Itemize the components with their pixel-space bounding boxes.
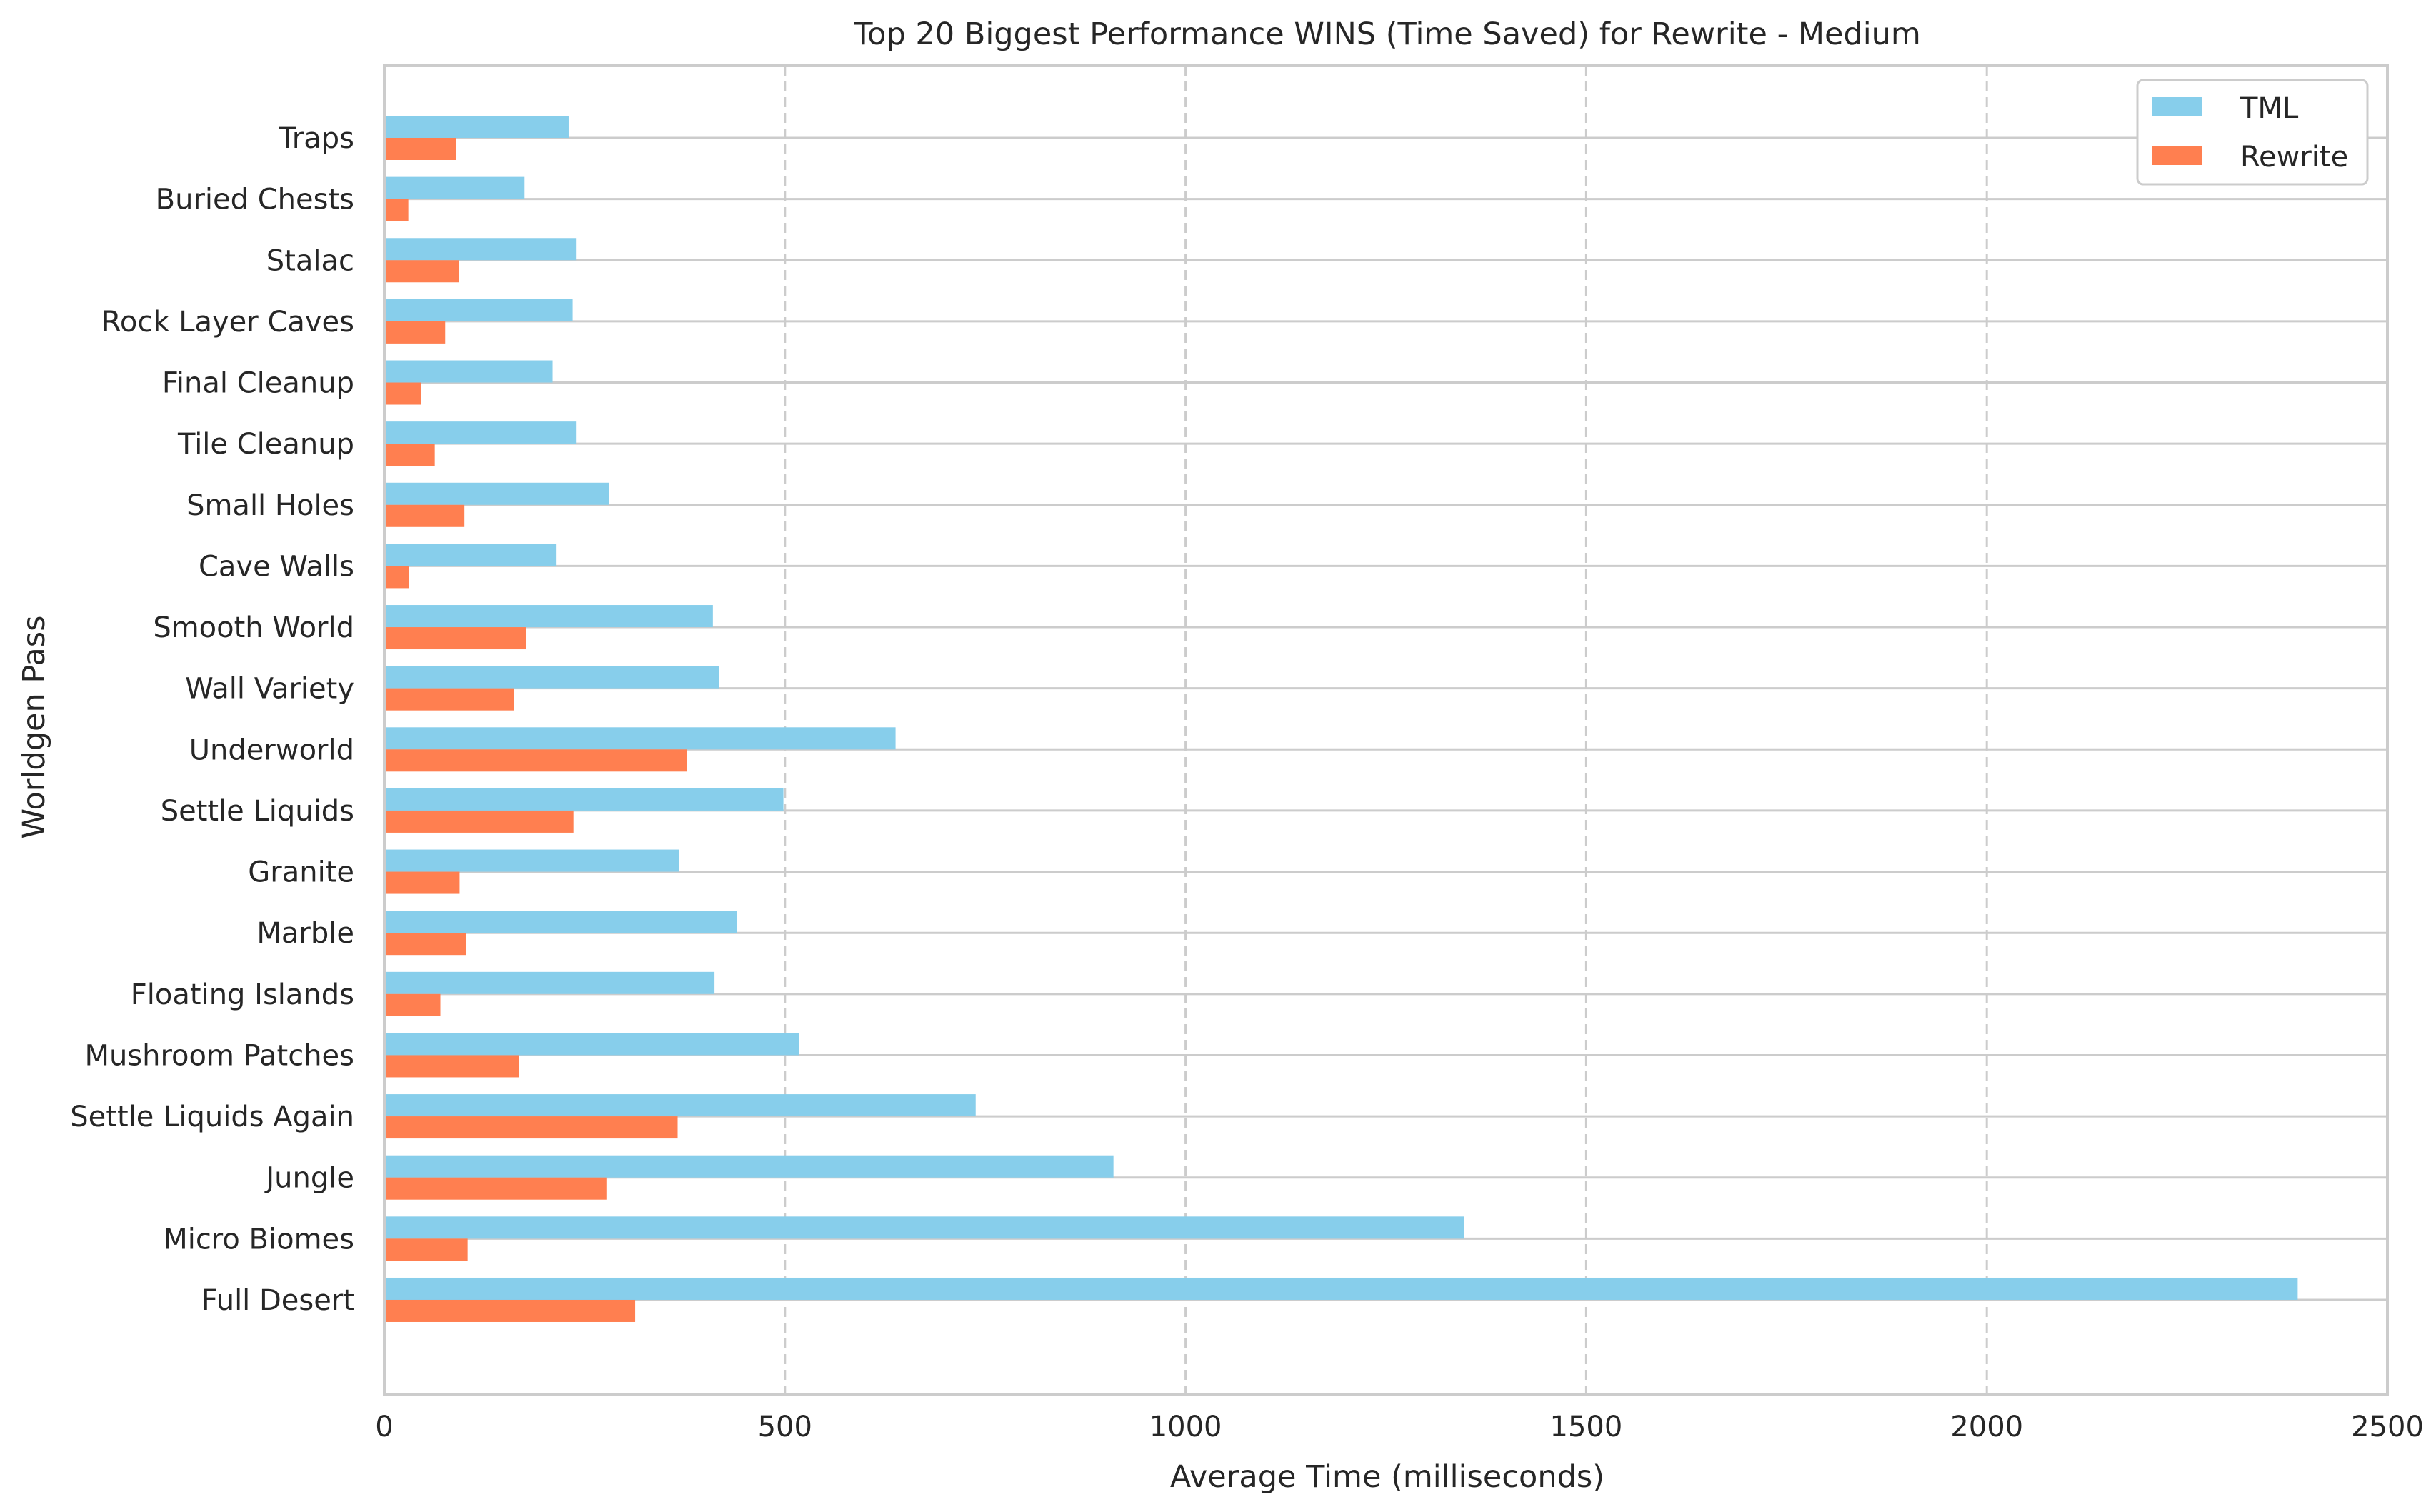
y-tick-label: Buried Chests [156,184,354,216]
bar-rewrite [384,1177,607,1200]
bar-tml [384,299,573,321]
y-tick-label: Rock Layer Caves [101,306,354,339]
bar-rewrite [384,1238,468,1261]
legend-label-rewrite: Rewrite [2240,141,2348,174]
bar-rewrite [384,810,574,833]
plot-frame [383,64,2389,1396]
x-tick-label: 1500 [1550,1411,1623,1443]
y-tick-label: Cave Walls [199,550,354,583]
bar-tml [384,788,784,811]
bar-rewrite [384,199,409,221]
bar-tml [384,1155,1114,1178]
y-axis-label: Worldgen Pass [16,615,52,838]
bar-rewrite [384,321,446,344]
bar-rewrite [384,138,456,160]
y-tick-labels: Traps Buried Chests Stalac Rock Layer Caves… [70,122,354,1317]
legend: TML Rewrite [2136,79,2369,186]
bar-rewrite [384,444,435,466]
y-tick-label: Micro Biomes [163,1223,354,1256]
bar-tml [384,116,569,138]
bar-tml [384,1216,1464,1239]
y-tick-label: Jungle [264,1162,354,1195]
y-tick-label: Smooth World [153,611,354,644]
bar-rewrite [384,566,409,589]
bar-rewrite [384,688,514,711]
y-tick-label: Granite [248,856,354,889]
y-tick-label: Marble [256,917,354,950]
x-tick-label: 2000 [1950,1411,2023,1443]
y-tick-label: Final Cleanup [162,367,354,400]
bar-tml [384,1277,2298,1300]
y-tick-label: Underworld [189,734,354,766]
legend-swatch-rewrite [2152,146,2202,165]
bar-tml [384,849,679,872]
bar-rewrite [384,1116,678,1139]
category-gridlines [384,136,2387,1301]
bar-tml [384,605,713,628]
y-tick-label: Settle Liquids [161,795,354,828]
bar-rewrite [384,933,466,956]
y-tick-label: Tile Cleanup [177,428,354,461]
bar-tml [384,727,896,750]
y-tick-label: Traps [278,122,354,155]
bar-rewrite [384,382,421,405]
legend-label-tml: TML [2240,92,2299,125]
bar-rewrite [384,871,460,894]
bar-tml [384,176,525,199]
bar-rewrite [384,504,465,527]
bar-tml [384,238,577,261]
y-tick-label: Small Holes [186,489,354,522]
bar-rewrite [384,1055,519,1078]
bar-rewrite [384,1299,636,1322]
y-tick-label: Full Desert [201,1284,354,1317]
bar-tml [384,1094,976,1117]
chart-title: Top 20 Biggest Performance WINS (Time Sa… [853,16,1921,52]
x-tick-label: 500 [758,1411,812,1443]
bar-tml [384,482,609,505]
bar-tml [384,544,557,566]
y-tick-label: Floating Islands [131,978,354,1011]
bar-tml [384,1033,799,1056]
y-tick-label: Wall Variety [185,673,354,706]
bar-rewrite [384,627,526,650]
x-tick-label: 2500 [2351,1411,2424,1443]
y-tick-label: Mushroom Patches [84,1039,354,1072]
y-tick-label: Stalac [266,244,354,277]
bar-tml [384,911,737,933]
x-tick-label: 0 [375,1411,393,1443]
bar-tml [384,421,577,444]
x-tick-label: 1000 [1149,1411,1222,1443]
x-tick-labels: 0 500 1000 1500 2000 2500 [375,1411,2424,1443]
bar-rewrite [384,993,441,1016]
legend-swatch-tml [2152,97,2202,116]
x-axis-label: Average Time (milliseconds) [1170,1459,1604,1495]
bar-tml [384,666,719,689]
bar-tml [384,360,553,383]
bars [384,116,2298,1322]
bar-tml [384,971,715,994]
bar-rewrite [384,260,459,283]
bar-rewrite [384,749,687,772]
y-tick-label: Settle Liquids Again [70,1101,354,1133]
